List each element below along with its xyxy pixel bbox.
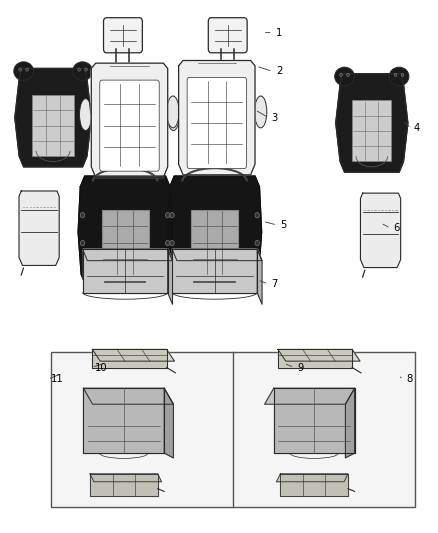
Polygon shape	[90, 474, 158, 496]
Ellipse shape	[254, 96, 267, 128]
Text: 10: 10	[95, 362, 107, 373]
Ellipse shape	[166, 213, 170, 218]
Polygon shape	[179, 61, 255, 175]
Polygon shape	[15, 68, 91, 167]
FancyBboxPatch shape	[103, 18, 142, 53]
Polygon shape	[82, 249, 168, 293]
Ellipse shape	[166, 240, 170, 246]
Polygon shape	[360, 193, 401, 268]
Ellipse shape	[347, 73, 350, 76]
Ellipse shape	[255, 240, 259, 246]
Bar	[102, 210, 148, 275]
Polygon shape	[278, 350, 360, 361]
Ellipse shape	[394, 73, 397, 76]
Bar	[191, 210, 238, 275]
Ellipse shape	[78, 68, 81, 71]
Ellipse shape	[167, 99, 180, 131]
Ellipse shape	[26, 68, 28, 71]
Text: 5: 5	[280, 220, 286, 230]
Polygon shape	[278, 350, 352, 368]
Text: 9: 9	[297, 362, 304, 373]
Text: 1: 1	[276, 28, 282, 38]
Ellipse shape	[389, 67, 409, 86]
Polygon shape	[280, 474, 348, 496]
Ellipse shape	[19, 68, 21, 71]
Ellipse shape	[170, 240, 174, 246]
Polygon shape	[265, 388, 355, 404]
Bar	[32, 95, 74, 156]
Text: 7: 7	[272, 279, 278, 289]
Ellipse shape	[255, 213, 259, 218]
Polygon shape	[90, 474, 162, 482]
Text: 8: 8	[407, 374, 413, 384]
Ellipse shape	[80, 99, 92, 131]
Ellipse shape	[81, 213, 85, 218]
FancyBboxPatch shape	[187, 77, 247, 168]
Text: 6: 6	[394, 223, 400, 233]
Polygon shape	[78, 176, 172, 288]
Polygon shape	[336, 74, 408, 172]
Ellipse shape	[170, 213, 174, 218]
Text: 11: 11	[51, 374, 64, 384]
Text: 2: 2	[276, 67, 282, 76]
Ellipse shape	[335, 67, 354, 86]
FancyBboxPatch shape	[100, 80, 159, 171]
Ellipse shape	[340, 73, 343, 76]
Ellipse shape	[81, 240, 85, 246]
Polygon shape	[168, 249, 173, 304]
Polygon shape	[346, 388, 355, 458]
Polygon shape	[83, 388, 173, 404]
Polygon shape	[91, 63, 168, 177]
Text: 4: 4	[413, 123, 420, 133]
Polygon shape	[92, 350, 166, 368]
Polygon shape	[82, 249, 173, 261]
Polygon shape	[172, 249, 257, 293]
Polygon shape	[257, 249, 262, 304]
Ellipse shape	[167, 96, 179, 128]
Polygon shape	[83, 388, 164, 453]
Ellipse shape	[85, 68, 87, 71]
Polygon shape	[19, 191, 59, 265]
Ellipse shape	[14, 62, 33, 80]
Polygon shape	[92, 350, 174, 361]
Polygon shape	[274, 388, 355, 453]
Polygon shape	[168, 176, 261, 288]
FancyBboxPatch shape	[208, 18, 247, 53]
Ellipse shape	[401, 73, 404, 76]
Bar	[51, 352, 416, 507]
Bar	[352, 100, 392, 161]
Polygon shape	[172, 249, 262, 261]
Polygon shape	[164, 388, 173, 458]
Polygon shape	[276, 474, 348, 482]
Text: 3: 3	[272, 112, 278, 123]
Ellipse shape	[73, 62, 92, 80]
